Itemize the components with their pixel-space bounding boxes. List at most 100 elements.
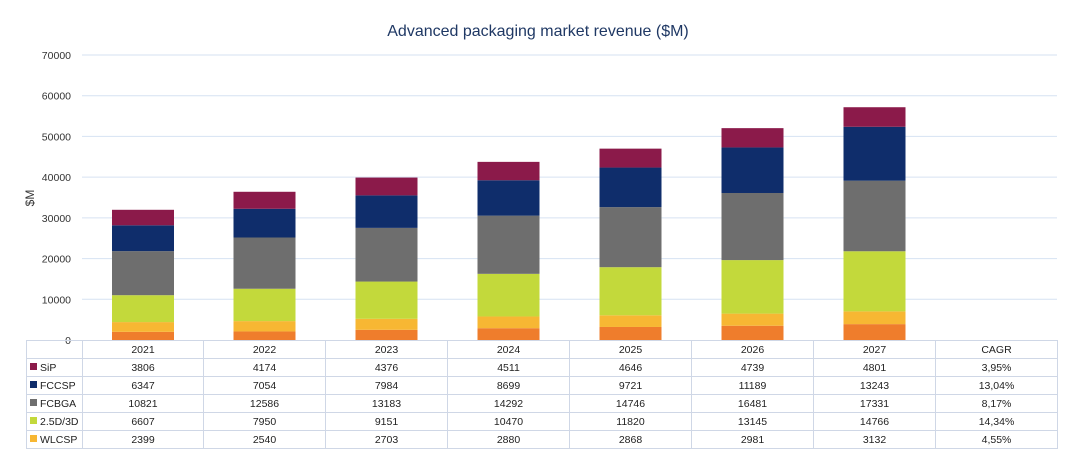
bar-segment-wlcsp bbox=[721, 313, 784, 326]
bar-segment-fcbga bbox=[477, 215, 540, 274]
table-cell: 17331 bbox=[813, 394, 936, 413]
bar-segment-fcbga bbox=[112, 251, 174, 296]
table-cell: 6607 bbox=[82, 412, 204, 431]
table-cell: 11820 bbox=[569, 412, 692, 431]
table-cell: 12586 bbox=[203, 394, 326, 413]
series-name-label: 2.5D/3D bbox=[40, 415, 79, 428]
bar-segment-wlcsp bbox=[477, 316, 540, 329]
bar-stacks bbox=[112, 107, 906, 340]
bar-segment-fcbga bbox=[355, 227, 418, 282]
table-cell: 13243 bbox=[813, 376, 936, 395]
bar-segment-other bbox=[721, 325, 784, 340]
bar-segment-fcbga bbox=[721, 192, 784, 261]
table-cell: 7054 bbox=[203, 376, 326, 395]
table-row: SiP 3806 4174 4376 4511 4646 4739 4801 3,95% bbox=[26, 358, 1058, 377]
series-name-label: FCBGA bbox=[40, 397, 77, 410]
y-tick-label: 50000 bbox=[42, 131, 71, 143]
table-cell: 7984 bbox=[325, 376, 448, 395]
bar-segment-2-5d-3d bbox=[843, 251, 906, 312]
series-name-cell: 2.5D/3D bbox=[26, 412, 83, 431]
bar-segment-fccsp bbox=[233, 208, 296, 238]
table-cell: 4511 bbox=[447, 358, 570, 377]
bar-stack-2023 bbox=[355, 177, 418, 340]
bar-segment-2-5d-3d bbox=[112, 295, 174, 323]
cagr-cell: 14,34% bbox=[935, 412, 1058, 431]
bar-segment-fccsp bbox=[355, 195, 418, 228]
legend-swatch bbox=[30, 381, 37, 389]
series-name-cell: WLCSP bbox=[26, 430, 83, 449]
legend-swatch bbox=[30, 417, 37, 425]
table-header-cell: 2027 bbox=[813, 340, 936, 359]
table-cell: 4801 bbox=[813, 358, 936, 377]
y-tick-label: 40000 bbox=[42, 172, 71, 184]
table-header-cell: 2026 bbox=[691, 340, 814, 359]
bar-stack-2026 bbox=[721, 128, 784, 340]
table-cell: 13183 bbox=[325, 394, 448, 413]
table-cell: 14292 bbox=[447, 394, 570, 413]
table-row: FCBGA 10821 12586 13183 14292 14746 16481 17331… bbox=[26, 394, 1058, 413]
bar-segment-other bbox=[477, 328, 540, 340]
chart-svg: Advanced packaging market revenue ($M) $… bbox=[23, 23, 1057, 347]
y-tick-label: 10000 bbox=[42, 294, 71, 306]
bar-segment-other bbox=[233, 331, 296, 340]
legend-swatch bbox=[30, 435, 37, 443]
series-name-label: WLCSP bbox=[40, 433, 78, 446]
table-cell: 3132 bbox=[813, 430, 936, 449]
bar-segment-wlcsp bbox=[112, 322, 174, 332]
table-cell: 2880 bbox=[447, 430, 570, 449]
bar-segment-other bbox=[843, 324, 906, 340]
table-row: FCCSP 6347 7054 7984 8699 9721 11189 13243 13,04… bbox=[26, 376, 1058, 395]
table-header-cell: 2021 bbox=[82, 340, 204, 359]
table-cell: 9721 bbox=[569, 376, 692, 395]
bar-segment-other bbox=[355, 329, 418, 340]
bar-stack-2025 bbox=[599, 148, 662, 340]
series-name-cell: SiP bbox=[26, 358, 83, 377]
table-row: 2.5D/3D 6607 7950 9151 10470 11820 13145 14766 1… bbox=[26, 412, 1058, 431]
bar-stack-2022 bbox=[233, 191, 296, 340]
bar-segment-fcbga bbox=[843, 180, 906, 252]
table-cell: 2868 bbox=[569, 430, 692, 449]
table-cell: 2703 bbox=[325, 430, 448, 449]
bar-segment-fcbga bbox=[233, 237, 296, 289]
table-header-cell: CAGR bbox=[935, 340, 1058, 359]
series-name-label: FCCSP bbox=[40, 379, 76, 392]
table-cell: 6347 bbox=[82, 376, 204, 395]
table-header-cell: 2025 bbox=[569, 340, 692, 359]
legend-swatch bbox=[30, 399, 37, 407]
y-tick-label: 30000 bbox=[42, 213, 71, 225]
table-cell: 14766 bbox=[813, 412, 936, 431]
table-cell: 8699 bbox=[447, 376, 570, 395]
cagr-cell: 13,04% bbox=[935, 376, 1058, 395]
table-cell: 16481 bbox=[691, 394, 814, 413]
bar-stack-2021 bbox=[112, 209, 174, 340]
bar-segment-sip bbox=[721, 128, 784, 148]
gridlines bbox=[82, 54, 1057, 300]
legend-swatch bbox=[30, 363, 37, 371]
bar-segment-wlcsp bbox=[843, 311, 906, 325]
table-header-row: 2021 2022 2023 2024 2025 2026 2027 CAGR bbox=[26, 340, 1058, 359]
table-cell: 4739 bbox=[691, 358, 814, 377]
bar-segment-fccsp bbox=[843, 126, 906, 181]
bar-stack-2027 bbox=[843, 107, 906, 340]
bar-segment-other bbox=[599, 326, 662, 340]
bar-segment-fcbga bbox=[599, 207, 662, 268]
table-cell: 2540 bbox=[203, 430, 326, 449]
table-header-cell: 2022 bbox=[203, 340, 326, 359]
table-cell: 13145 bbox=[691, 412, 814, 431]
table-cell: 11189 bbox=[691, 376, 814, 395]
bar-segment-sip bbox=[599, 148, 662, 168]
table-cell: 4376 bbox=[325, 358, 448, 377]
bar-segment-fccsp bbox=[599, 167, 662, 208]
bar-segment-2-5d-3d bbox=[721, 260, 784, 314]
chart-title: Advanced packaging market revenue ($M) bbox=[387, 23, 689, 40]
table-cell: 10470 bbox=[447, 412, 570, 431]
table-corner-cell bbox=[26, 340, 83, 359]
table-header-cell: 2023 bbox=[325, 340, 448, 359]
series-name-cell: FCCSP bbox=[26, 376, 83, 395]
bar-segment-wlcsp bbox=[233, 321, 296, 332]
table-cell: 9151 bbox=[325, 412, 448, 431]
bar-stack-2024 bbox=[477, 161, 540, 340]
table-cell: 2981 bbox=[691, 430, 814, 449]
bar-segment-2-5d-3d bbox=[599, 267, 662, 316]
cagr-cell: 3,95% bbox=[935, 358, 1058, 377]
